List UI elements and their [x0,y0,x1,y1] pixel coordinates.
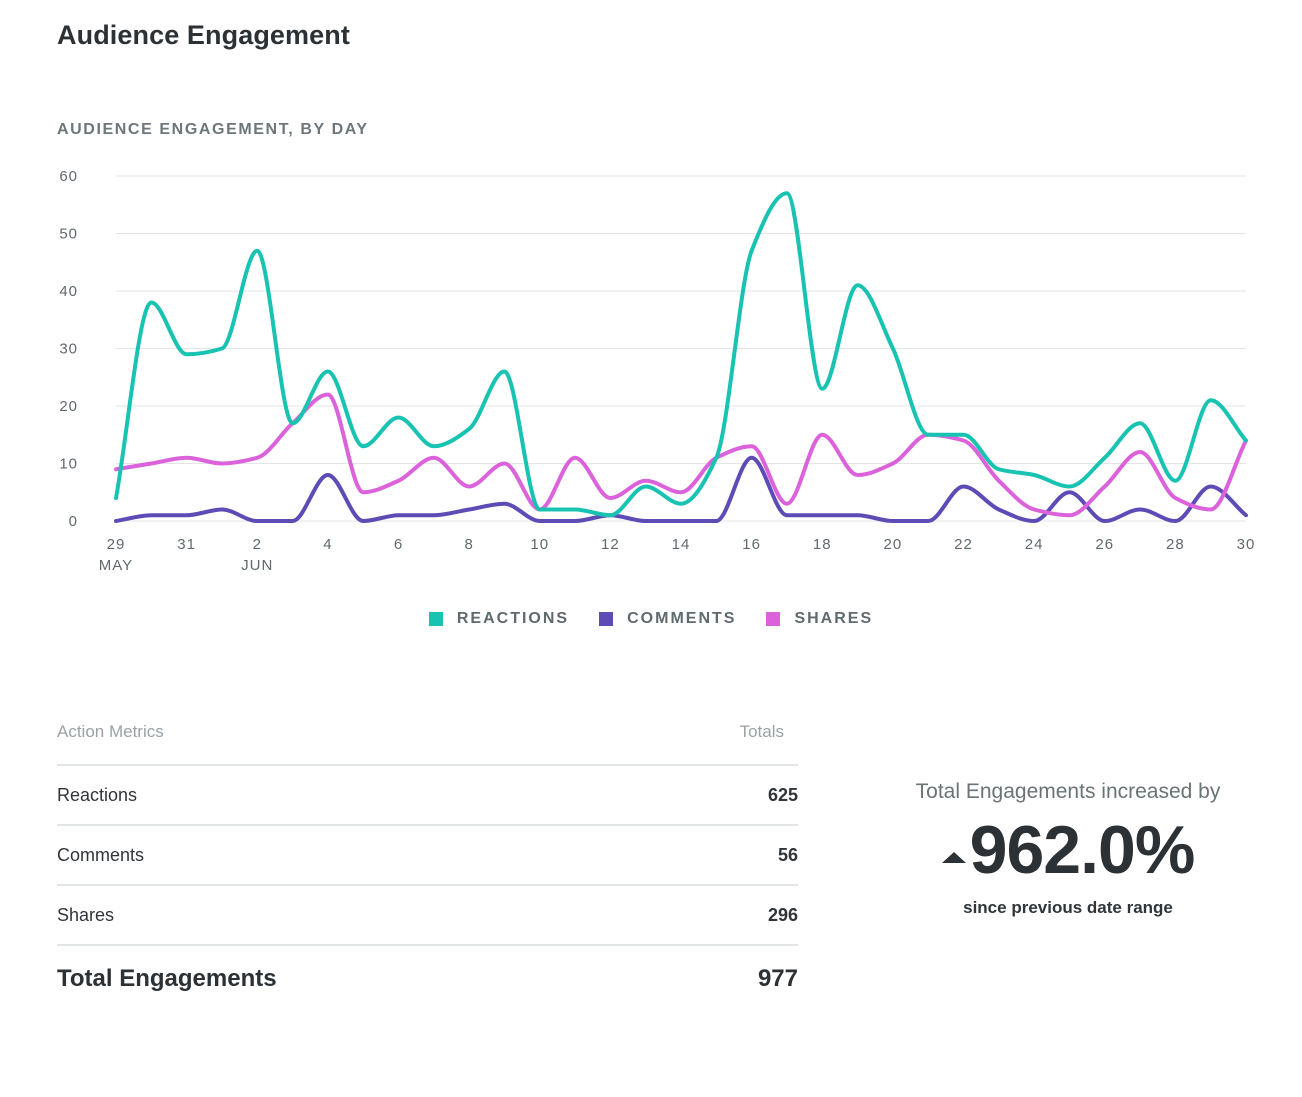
legend-item-comments[interactable]: COMMENTS [599,610,736,628]
chart-grid [116,175,1246,522]
triangle-up-icon [941,851,966,863]
table-row-comments: Comments 56 [57,826,798,886]
x-tick-label: 18 [813,536,832,553]
row-value: 296 [767,904,798,925]
x-tick-label: 2 [253,536,262,553]
column-header-totals: Totals [739,722,784,741]
summary-caption: Total Engagements increased by [915,780,1221,803]
engagement-change-summary: Total Engagements increased by 962.0% si… [880,780,1256,918]
x-tick-sublabel: JUN [241,557,273,574]
x-tick-label: 16 [742,536,761,553]
x-tick-label: 6 [394,536,403,553]
y-tick-label: 30 [59,341,78,358]
table-row-total: Total Engagements 977 [57,946,798,1012]
x-tick-label: 8 [464,536,473,553]
y-tick-label: 40 [59,283,78,300]
y-tick-label: 60 [59,168,78,185]
legend-label-comments: COMMENTS [627,610,737,627]
x-tick-label: 22 [954,536,973,553]
summary-percent-value: 962.0% [969,812,1196,888]
legend-item-shares[interactable]: SHARES [766,610,873,628]
x-tick-sublabel: MAY [99,557,133,574]
series-line-comments [114,455,1248,523]
column-header-action-metrics: Action Metrics [57,722,164,741]
x-tick-label: 29 [107,536,126,553]
summary-subtext: since previous date range [963,898,1173,917]
row-value: 56 [777,844,798,865]
total-value: 977 [757,965,798,992]
engagement-line-chart: 0 10 20 30 40 50 60 29 MAY 31 2 JUN 4 6 8 10 12 14 16 18 20… [59,168,1256,574]
chart-series [114,191,1248,523]
y-tick-label: 20 [59,398,78,415]
y-tick-label: 50 [59,226,78,243]
row-value: 625 [767,784,798,805]
total-label: Total Engagements [57,965,277,992]
x-axis-ticks: 29 MAY 31 2 JUN 4 6 8 10 12 14 16 18 20 22 24 26 28 30 [99,536,1256,574]
x-tick-label: 4 [323,536,332,553]
x-tick-label: 14 [672,536,691,553]
y-axis-ticks: 0 10 20 30 40 50 60 [59,168,78,530]
series-line-shares [114,392,1248,518]
page-title: Audience Engagement [57,20,350,50]
table-row-shares: Shares 296 [57,886,798,946]
row-label: Comments [57,844,145,865]
y-tick-label: 0 [69,513,78,530]
legend-swatch-comments [599,612,614,626]
legend-item-reactions[interactable]: REACTIONS [428,610,570,628]
table-row-reactions: Reactions 625 [57,766,798,826]
legend-label-shares: SHARES [794,610,874,627]
x-tick-label: 24 [1025,536,1044,553]
action-metrics-table: Action Metrics Totals Reactions 625 Comm… [57,722,798,1012]
row-label: Reactions [57,784,138,805]
chart-title: AUDIENCE ENGAGEMENT, BY DAY [57,121,369,138]
summary-value-wrap: 962.0% [880,814,1256,886]
series-line-reactions [114,191,1248,518]
x-tick-label: 28 [1166,536,1185,553]
x-tick-label: 12 [601,536,620,553]
legend-label-reactions: REACTIONS [456,610,570,627]
x-tick-label: 30 [1237,536,1256,553]
x-tick-label: 20 [884,536,903,553]
x-tick-label: 10 [530,536,549,553]
chart-legend: REACTIONS COMMENTS SHARES [0,610,1302,628]
legend-swatch-shares [766,612,781,626]
legend-swatch-reactions [428,612,443,626]
y-tick-label: 10 [59,456,78,473]
x-tick-label: 26 [1095,536,1114,553]
table-header: Action Metrics Totals [57,722,798,766]
x-tick-label: 31 [177,536,196,553]
row-label: Shares [57,904,115,925]
